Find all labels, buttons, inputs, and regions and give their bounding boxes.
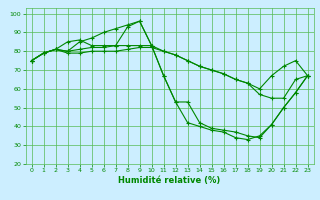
X-axis label: Humidité relative (%): Humidité relative (%) xyxy=(118,176,221,185)
